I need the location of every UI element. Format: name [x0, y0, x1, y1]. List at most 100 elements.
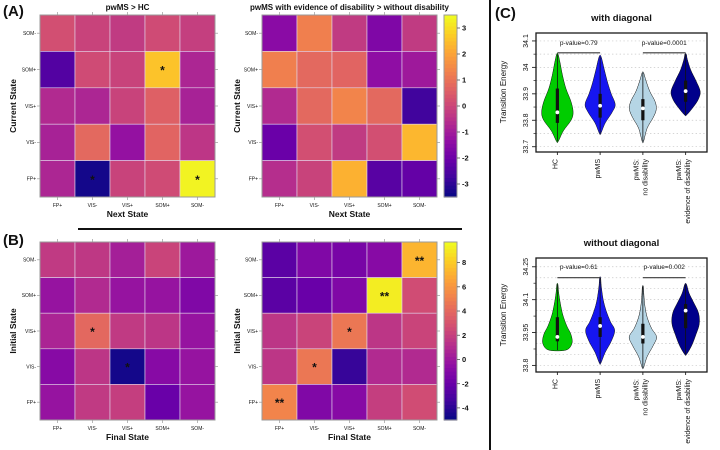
colorbar-segment [444, 193, 457, 198]
violin-bottom-title: without diagonal [583, 238, 659, 249]
heatmap-cell [144, 277, 181, 314]
heatmap-cell [296, 348, 333, 385]
colorbar-segment [444, 253, 457, 258]
heatmap-a2-ylabel: Current State [232, 79, 242, 133]
colorbar-segment [444, 345, 457, 351]
heatmap-cell [261, 123, 298, 161]
y-tick-label: SOM- [23, 31, 36, 37]
colorbar-segment [444, 364, 457, 369]
heatmap-cell [261, 87, 298, 125]
heatmap-cell [39, 312, 76, 350]
colorbar-segment [444, 312, 457, 317]
x-tick-label: SOM- [413, 426, 426, 432]
violin-box [684, 304, 688, 329]
p-value-text: p-value=0.61 [560, 264, 598, 271]
y-tick-label: 34 [523, 63, 530, 71]
heatmap-cell [261, 51, 298, 89]
significance-star: * [347, 325, 352, 339]
colorbar-segment [444, 52, 457, 58]
heatmap-a1-xlabel: Next State [107, 209, 149, 219]
y-tick-label: VIS- [26, 364, 36, 370]
x-tick-label: pwMS [595, 379, 602, 399]
heatmap-cell [296, 14, 333, 52]
panel-a-label: (A) [3, 3, 24, 20]
heatmap-cell [179, 348, 216, 385]
colorbar-segment [444, 41, 457, 46]
colorbar-segment [444, 353, 457, 358]
violin-median-dot [598, 103, 603, 108]
heatmap-cell [331, 277, 368, 314]
heatmap-cell [74, 241, 111, 278]
heatmap-cell [296, 241, 333, 278]
colorbar-segment [444, 375, 457, 380]
colorbar-segment [444, 174, 457, 179]
colorbar-segment [444, 83, 457, 88]
significance-star: * [125, 361, 130, 375]
heatmap-cell [401, 123, 438, 161]
colorbar-segment [444, 49, 457, 54]
colorbar-segment [444, 181, 457, 187]
colorbar-tick-label: -1 [462, 128, 469, 137]
heatmap-pwms-vs-hc: * * * FP+ VIS- VIS+ SOM+ SOM- SOM- SOM+ VIS+ VIS- FP… [22, 12, 218, 209]
y-tick-label: VIS+ [25, 104, 36, 110]
x-tick-label: evidence of disability [685, 379, 692, 444]
colorbar-tick-label: -2 [462, 379, 469, 388]
significance-star: * [90, 173, 95, 187]
heatmap-a2-xlabel: Next State [329, 209, 371, 219]
heatmap-cell [366, 160, 403, 198]
heatmap-initial-final-left: * * FP+ VIS- VIS+ SOM+ SOM- SOM- SOM+ VIS+ VIS- FP+ [22, 239, 218, 432]
x-tick-label: pwMS [595, 159, 602, 179]
heatmap-cell [331, 241, 368, 278]
colorbar-tick-label: -2 [462, 154, 469, 163]
heatmap-cell [179, 241, 216, 278]
colorbar-segment [444, 360, 457, 365]
violin-box [555, 317, 559, 342]
heatmap-cell [331, 348, 368, 385]
colorbar-segment [444, 26, 457, 31]
violin-bottom-ylabel: Transition Energy [499, 284, 508, 346]
colorbar-segment [444, 349, 457, 354]
heatmap-cell [74, 14, 111, 52]
colorbar-segment [444, 18, 457, 24]
heatmap-a1-title: pwMS > HC [106, 3, 150, 12]
colorbar-panel-b: 8 6 4 2 0 -2 -4 [443, 241, 469, 421]
colorbar-segment [444, 113, 457, 118]
colorbar-segment [444, 390, 457, 395]
colorbar-segment [444, 151, 457, 156]
heatmap-cell [401, 160, 438, 198]
y-tick-label: VIS+ [25, 329, 36, 335]
heatmap-cell [109, 160, 146, 198]
colorbar-segment [444, 75, 457, 81]
violin-median-dot [555, 335, 560, 339]
colorbar-segment [444, 166, 457, 172]
heatmap-cell [296, 87, 333, 125]
colorbar-segment [444, 368, 457, 373]
heatmap-cell [109, 14, 146, 52]
colorbar-segment [444, 106, 457, 111]
colorbar-tick-label: 2 [462, 331, 466, 340]
colorbar-segment [444, 128, 457, 134]
significance-star: * [312, 361, 317, 375]
colorbar-segment [444, 271, 457, 276]
heatmap-cell [109, 312, 146, 350]
colorbar-segment [444, 331, 457, 336]
heatmap-cell [144, 241, 181, 278]
x-tick-label: VIS+ [344, 203, 355, 209]
colorbar-segment [444, 275, 457, 280]
colorbar-segment [444, 162, 457, 168]
colorbar-segment [444, 56, 457, 62]
colorbar-segment [444, 71, 457, 77]
x-tick-label: VIS+ [122, 203, 133, 209]
violin-top-title: with diagonal [590, 13, 652, 24]
heatmap-cell [109, 123, 146, 161]
heatmap-b1-ylabel: Initial State [8, 308, 18, 354]
p-value-text: p-value=0.0001 [642, 40, 687, 47]
y-tick-label: 33.7 [523, 140, 530, 154]
heatmap-cell [296, 123, 333, 161]
colorbar-segment [444, 286, 457, 291]
heatmap-cell [144, 51, 181, 89]
x-tick-label: FP+ [53, 426, 62, 432]
y-tick-label: SOM- [245, 258, 258, 264]
heatmap-cell [39, 87, 76, 125]
x-tick-label: FP+ [275, 426, 284, 432]
